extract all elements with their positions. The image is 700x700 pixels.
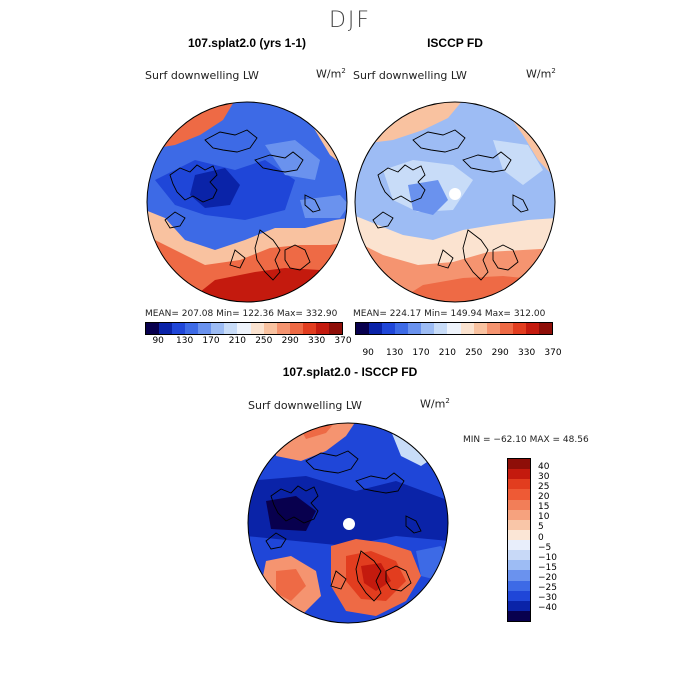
colorbar-level-label: 40: [538, 461, 550, 472]
colorbar-swatch: [315, 323, 329, 334]
colorbar-swatch: [508, 459, 530, 470]
panel3-stats: MIN = −62.10 MAX = 48.56: [463, 435, 589, 445]
colorbar-tick-label: 130: [386, 348, 404, 358]
colorbar-swatch: [499, 323, 513, 334]
colorbar-swatch: [146, 323, 160, 334]
panel3-units: W/m2: [420, 397, 450, 411]
colorbar-level-label: 5: [538, 522, 544, 533]
colorbar-level-label: −15: [538, 562, 557, 573]
colorbar-swatch: [525, 323, 539, 334]
difference-colorbar: [507, 458, 531, 622]
colorbar-level-label: 20: [538, 492, 550, 503]
colorbar-swatch: [185, 323, 199, 334]
colorbar-swatch: [508, 509, 530, 520]
colorbar-tick-label: 130: [176, 336, 194, 346]
colorbar-tick-label: 330: [518, 348, 536, 358]
colorbar-level-label: −5: [538, 542, 552, 553]
season-title: DJF: [328, 8, 372, 33]
colorbar-tick-label: 370: [544, 348, 562, 358]
panel2-stats: MEAN= 224.17 Min= 149.94 Max= 312.00: [353, 309, 546, 319]
colorbar-level-label: −40: [538, 603, 557, 614]
colorbar-tick-label: 210: [438, 348, 456, 358]
colorbar-level-label: 15: [538, 502, 550, 513]
colorbar-level-label: 30: [538, 471, 550, 482]
colorbar-level-label: −25: [538, 583, 557, 594]
colorbar-swatch: [508, 550, 530, 561]
colorbar-swatch: [250, 323, 264, 334]
colorbar-level-label: −20: [538, 573, 557, 584]
colorbar-swatch: [508, 519, 530, 530]
colorbar-tick-label: 210: [228, 336, 246, 346]
colorbar-swatch: [508, 479, 530, 490]
colorbar-tick-label: 330: [308, 336, 326, 346]
colorbar-swatch: [508, 540, 530, 551]
colorbar-swatch: [508, 590, 530, 601]
colorbar-swatch: [159, 323, 173, 334]
colorbar-level-label: −10: [538, 552, 557, 563]
colorbar-tick-label: 290: [491, 348, 509, 358]
colorbar-swatch: [421, 323, 435, 334]
panel3-variable-label: Surf downwelling LW: [248, 399, 362, 412]
difference-colorbar-labels: 40 30 25 20 15 10 5 0 −5 −10 −15 −20 −25 −30 −40: [538, 458, 578, 620]
panel1-polar-map: [146, 101, 348, 303]
colorbar-swatch: [508, 499, 530, 510]
panel3-title: 107.splat2.0 - ISCCP FD: [282, 365, 418, 379]
colorbar-level-label: −30: [538, 593, 557, 604]
colorbar-swatch: [302, 323, 316, 334]
colorbar-swatch: [276, 323, 290, 334]
colorbar-swatch: [508, 489, 530, 500]
colorbar-level-label: 10: [538, 512, 550, 523]
colorbar-tick-label: 250: [465, 348, 483, 358]
colorbar-swatch: [508, 469, 530, 480]
colorbar-swatch: [512, 323, 526, 334]
colorbar-swatch: [447, 323, 461, 334]
panel2-colorbar-ticks: 90 130 170 210 250 290 330 370: [355, 348, 561, 360]
colorbar-swatch: [369, 323, 383, 334]
panel1-variable-label: Surf downwelling LW: [145, 69, 259, 82]
colorbar-tick-label: 170: [412, 348, 430, 358]
colorbar-swatch: [473, 323, 487, 334]
panel2-variable-label: Surf downwelling LW: [353, 69, 467, 82]
colorbar-tick-label: 290: [281, 336, 299, 346]
colorbar-swatch: [508, 600, 530, 611]
colorbar-swatch: [434, 323, 448, 334]
panel2-colorbar: [355, 322, 553, 335]
panel2-polar-map: [354, 101, 556, 303]
panel1-stats: MEAN= 207.08 Min= 122.36 Max= 332.90: [145, 309, 338, 319]
panel1-colorbar: [145, 322, 343, 335]
colorbar-swatch: [356, 323, 370, 334]
colorbar-tick-label: 90: [152, 336, 164, 346]
colorbar-swatch: [237, 323, 251, 334]
colorbar-swatch: [382, 323, 396, 334]
colorbar-swatch: [508, 580, 530, 591]
colorbar-swatch: [289, 323, 303, 334]
colorbar-swatch: [172, 323, 186, 334]
panel3-polar-map: [247, 422, 449, 624]
panel1-title: 107.splat2.0 (yrs 1-1): [187, 36, 307, 50]
panel1-colorbar-ticks: 90 130 170 210 250 290 330 370: [145, 336, 351, 348]
colorbar-swatch: [538, 323, 552, 334]
colorbar-level-label: 25: [538, 481, 550, 492]
colorbar-swatch: [508, 610, 530, 621]
colorbar-tick-label: 250: [255, 336, 273, 346]
colorbar-swatch: [460, 323, 474, 334]
colorbar-tick-label: 170: [202, 336, 220, 346]
colorbar-swatch: [508, 529, 530, 540]
panel2-units: W/m2: [526, 67, 556, 81]
colorbar-level-label: 0: [538, 532, 544, 543]
colorbar-swatch: [211, 323, 225, 334]
panel2-title: ISCCP FD: [427, 36, 483, 50]
colorbar-swatch: [328, 323, 342, 334]
colorbar-swatch: [486, 323, 500, 334]
colorbar-swatch: [508, 560, 530, 571]
colorbar-tick-label: 370: [334, 336, 352, 346]
colorbar-swatch: [263, 323, 277, 334]
colorbar-tick-label: 90: [362, 348, 374, 358]
colorbar-swatch: [198, 323, 212, 334]
colorbar-swatch: [508, 570, 530, 581]
colorbar-swatch: [395, 323, 409, 334]
panel1-units: W/m2: [316, 67, 346, 81]
colorbar-swatch: [408, 323, 422, 334]
colorbar-swatch: [224, 323, 238, 334]
